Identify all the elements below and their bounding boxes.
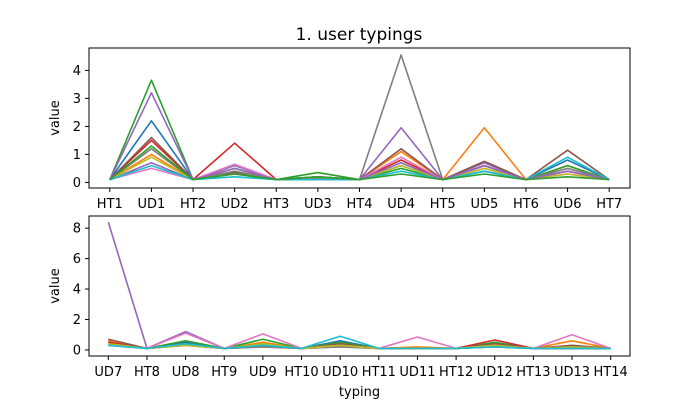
x-tick-label-1-1: HT8 <box>134 365 160 380</box>
x-tick-label-0-3: UD2 <box>221 197 249 212</box>
x-tick-label-1-4: UD9 <box>249 365 277 380</box>
y-axis-label-0: value <box>48 100 63 136</box>
x-tick-label-1-5: HT10 <box>284 365 318 380</box>
x-tick-label-0-0: HT1 <box>97 197 123 212</box>
x-tick-label-1-8: UD11 <box>399 365 435 380</box>
x-tick-label-0-1: UD1 <box>138 197 166 212</box>
x-tick-label-1-10: UD12 <box>477 365 513 380</box>
series-line-1-4 <box>107 221 611 350</box>
x-tick-label-1-11: HT13 <box>516 365 550 380</box>
y-tick-label-1-2: 4 <box>73 283 81 298</box>
x-tick-label-0-11: UD6 <box>554 197 582 212</box>
x-tick-label-1-12: UD13 <box>554 365 590 380</box>
x-tick-label-0-6: HT4 <box>347 197 373 212</box>
y-axis-label-1: value <box>48 268 63 304</box>
x-tick-label-1-13: HT14 <box>594 365 628 380</box>
y-tick-label-1-3: 6 <box>73 252 81 267</box>
x-tick-label-0-10: HT6 <box>513 197 539 212</box>
series-line-0-11 <box>109 145 610 181</box>
x-tick-label-1-3: HT9 <box>211 365 237 380</box>
y-tick-label-0-1: 1 <box>73 148 81 163</box>
bottom-panel: UD7 HT8 UD8 HT9 UD9 HT10 UD10 HT11 UD11 HT12 UD12 H… <box>48 215 631 400</box>
x-axis-label-1: typing <box>339 385 380 400</box>
x-tick-label-1-9: HT12 <box>439 365 473 380</box>
top-panel: HT1 UD1 HT2 UD2 HT3 UD3 HT4 UD4 HT5 UD5 HT6 UD6 HT7 0… <box>48 47 631 212</box>
y-tick-label-0-0: 0 <box>73 176 81 191</box>
series-line-1-9 <box>108 335 611 350</box>
x-tick-label-0-7: UD4 <box>387 197 415 212</box>
y-tick-label-0-2: 2 <box>73 120 81 135</box>
x-tick-label-1-0: UD7 <box>94 365 122 380</box>
y-tick-label-1-0: 0 <box>73 343 81 358</box>
x-tick-label-0-2: HT2 <box>180 197 206 212</box>
x-tick-label-0-9: UD5 <box>470 197 498 212</box>
series-line-0-2 <box>109 79 610 181</box>
y-tick-label-1-4: 8 <box>73 222 81 237</box>
x-tick-label-0-4: HT3 <box>263 197 289 212</box>
x-tick-label-0-5: UD3 <box>304 197 332 212</box>
x-tick-label-1-2: UD8 <box>172 365 200 380</box>
axes-frame-1 <box>88 215 631 357</box>
y-tick-label-0-4: 4 <box>73 64 81 79</box>
x-tick-label-1-7: HT11 <box>362 365 396 380</box>
y-tick-label-1-1: 2 <box>73 313 81 328</box>
x-tick-label-0-12: HT7 <box>596 197 622 212</box>
chart-title: 1. user typings <box>296 25 423 45</box>
x-tick-label-1-6: UD10 <box>322 365 358 380</box>
y-tick-label-0-3: 3 <box>73 92 81 107</box>
x-tick-label-0-8: HT5 <box>430 197 456 212</box>
